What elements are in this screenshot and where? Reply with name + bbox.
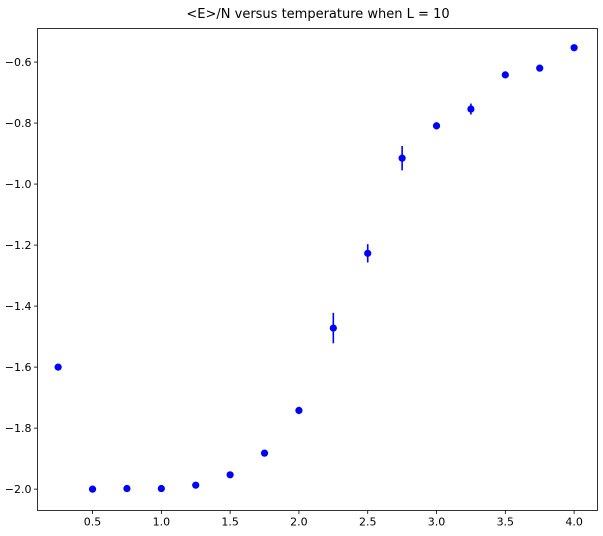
y-tick-label: −0.6 xyxy=(5,56,32,69)
x-tick-label: 2.0 xyxy=(290,516,308,529)
y-tick-label: −1.0 xyxy=(5,178,32,191)
error-bars xyxy=(57,46,575,490)
y-tick-label: −0.8 xyxy=(5,117,32,130)
data-point xyxy=(329,324,337,332)
x-tick-label: 3.5 xyxy=(497,516,515,529)
x-tick-label: 4.0 xyxy=(565,516,583,529)
data-point xyxy=(570,44,578,52)
y-tick-label: −2.0 xyxy=(5,483,32,496)
data-point xyxy=(260,449,269,457)
data-point xyxy=(432,122,441,130)
data-point xyxy=(226,471,234,479)
y-tick-label: −1.4 xyxy=(5,300,32,313)
x-tick-label: 3.0 xyxy=(428,516,446,529)
y-tick-label: −1.2 xyxy=(5,239,32,252)
data-point xyxy=(54,363,62,371)
x-tick-label: 1.0 xyxy=(153,516,171,529)
data-point xyxy=(295,406,303,415)
data-points xyxy=(54,44,578,493)
data-point xyxy=(467,105,475,113)
data-point xyxy=(536,64,544,72)
data-point xyxy=(192,481,200,489)
data-point xyxy=(123,484,131,493)
x-tick-label: 1.5 xyxy=(221,516,239,529)
y-tick-label: −1.6 xyxy=(5,361,32,374)
chart-title: <E>/N versus temperature when L = 10 xyxy=(186,7,449,22)
data-point xyxy=(501,71,509,79)
x-tick-label: 2.5 xyxy=(359,516,377,529)
plot-area-frame xyxy=(37,28,598,511)
x-axis: 0.5 1.0 1.5 2.0 2.5 3.0 3.5 4.0 xyxy=(84,510,583,529)
data-point xyxy=(364,249,372,257)
data-point xyxy=(398,154,406,162)
y-tick-label: −1.8 xyxy=(5,422,32,435)
x-tick-label: 0.5 xyxy=(84,516,102,529)
data-point xyxy=(157,484,165,493)
y-axis: −2.0 −1.8 −1.6 −1.4 −1.2 −1.0 −0.8 −0.6 xyxy=(5,56,38,496)
data-point xyxy=(88,485,97,493)
